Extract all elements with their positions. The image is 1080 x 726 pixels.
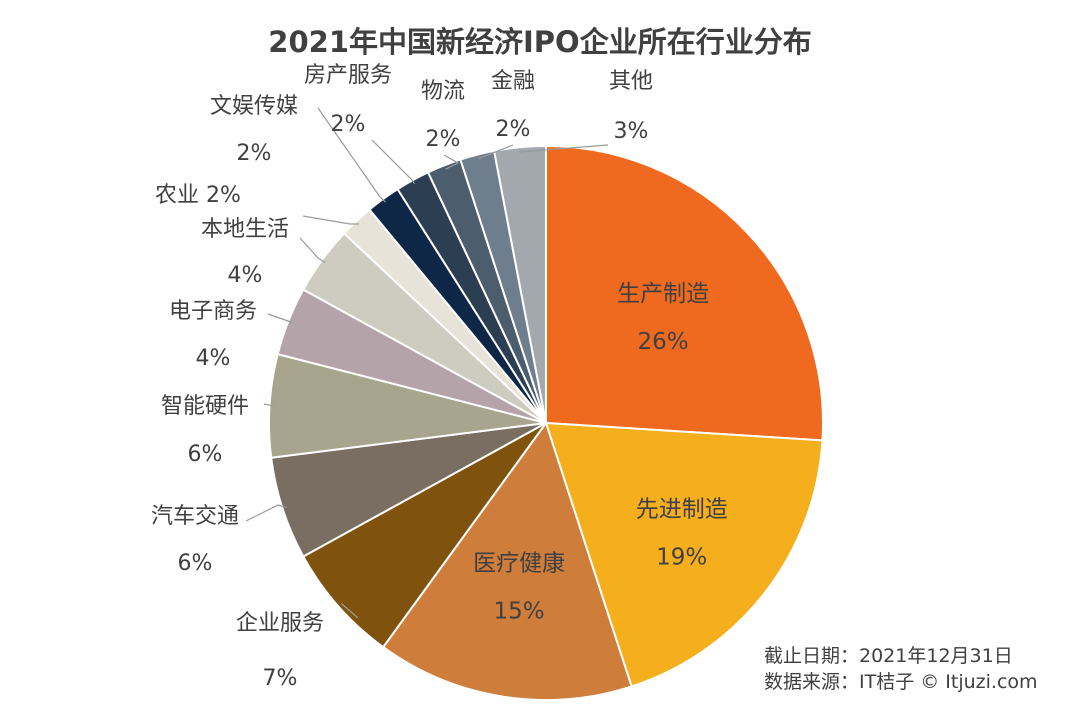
slice-e58cbbe79697e581a5e5bab7-percent: 15% <box>494 599 545 625</box>
slice-e5869ce4b89a-label: 农业 2% <box>155 183 241 208</box>
watermark-text: 大数跨境 <box>56 694 140 718</box>
slice-e789a9e6b581-label: 物流 <box>421 79 465 104</box>
slice-e794b5e5ad90e59586e58aa1-label: 电子商务 <box>169 299 257 324</box>
slice-e4bc81e4b89ae69c8de58aa1-percent: 7% <box>263 666 298 691</box>
slice-e58588e8bf9be588b6e980a0-percent: 19% <box>656 544 707 570</box>
slice-e6b1bde8bda6e4baa4e9809a-leader-line <box>245 504 287 522</box>
slice-e4bc81e4b89ae69c8de58aa1 <box>301 422 547 649</box>
leader-lines <box>245 107 609 619</box>
slice-e585b6e4bb96-label: 其他 <box>609 69 653 94</box>
slice-e7949fe4baa7e588b6e980a0-percent: 26% <box>638 329 689 355</box>
slice-e585b6e4bb96-percent: 3% <box>614 119 649 144</box>
slice-e7949fe4baa7e588b6e980a0-label: 生产制造 <box>617 281 709 307</box>
slice-e58588e8bf9be588b6e980a0 <box>544 421 824 688</box>
chart-title: 2021年中国新经济IPO企业所在行业分布 <box>268 25 811 59</box>
slice-e6b1bde8bda6e4baa4e9809a-percent: 6% <box>178 551 213 576</box>
slice-e688bfe4baa7e69c8de58aa1-percent: 2% <box>331 112 366 137</box>
slice-e794b5e5ad90e59586e58aa1-leader-line <box>267 313 293 324</box>
slice-e5869ce4b89a-leader-line <box>302 215 360 225</box>
slice-e585b6e4bb96 <box>492 144 547 424</box>
slice-labels: 生产制造 26% 先进制造 19% 医疗健康 15% 企业服务 7% 汽车交通 6% 智能硬件 6% 电… <box>151 63 728 691</box>
pie-slices <box>268 144 824 701</box>
slice-e789a9e6b581-leader-line <box>443 154 460 170</box>
slice-e585b6e4bb96-leader-line <box>519 144 609 153</box>
slice-e699bae883bde7a1ace4bbb6-label: 智能硬件 <box>161 394 249 419</box>
slice-e688bfe4baa7e69c8de58aa1-leader-line <box>371 139 416 185</box>
slice-e69cace59cb0e7949fe6b4bb-leader-line <box>299 237 326 264</box>
slice-e789a9e6b581-percent: 2% <box>426 127 461 152</box>
slice-e69687e5a8b1e4bca0e5aa92-leader-line <box>317 107 386 203</box>
slice-e7949fe4baa7e588b6e980a0 <box>545 144 824 442</box>
slice-e58588e8bf9be588b6e980a0-label: 先进制造 <box>636 496 728 522</box>
slice-e699bae883bde7a1ace4bbb6-leader-line <box>263 403 274 407</box>
slice-e688bfe4baa7e69c8de58aa1-label: 房产服务 <box>304 63 392 88</box>
slice-e69687e5a8b1e4bca0e5aa92-label: 文娱传媒 <box>210 94 298 119</box>
slice-e98791e89e8d-percent: 2% <box>496 117 531 142</box>
slice-e69687e5a8b1e4bca0e5aa92-percent: 2% <box>237 141 272 166</box>
cutoff-date-note: 截止日期：2021年12月31日 <box>764 645 1013 667</box>
slice-e699bae883bde7a1ace4bbb6-percent: 6% <box>188 442 223 467</box>
slice-e4bc81e4b89ae69c8de58aa1-leader-line <box>340 603 359 619</box>
slice-e98791e89e8d-label: 金融 <box>491 69 535 94</box>
watermark-logo-icon <box>10 696 50 716</box>
slice-e58cbbe79697e581a5e5bab7-label: 医疗健康 <box>473 551 565 577</box>
slice-e69cace59cb0e7949fe6b4bb-label: 本地生活 <box>201 217 289 242</box>
slice-e794b5e5ad90e59586e58aa1-percent: 4% <box>196 346 231 371</box>
data-source-note: 数据来源：IT桔子 © Itjuzi.com <box>764 671 1038 693</box>
slice-e98791e89e8d-leader-line <box>477 144 514 160</box>
slice-e6b1bde8bda6e4baa4e9809a-label: 汽车交通 <box>151 504 239 529</box>
slice-e58cbbe79697e581a5e5bab7 <box>381 420 633 701</box>
slice-e4bc81e4b89ae69c8de58aa1-label: 企业服务 <box>236 611 324 636</box>
slice-e69cace59cb0e7949fe6b4bb-percent: 4% <box>228 263 263 288</box>
watermark: 大数跨境 <box>10 694 140 718</box>
